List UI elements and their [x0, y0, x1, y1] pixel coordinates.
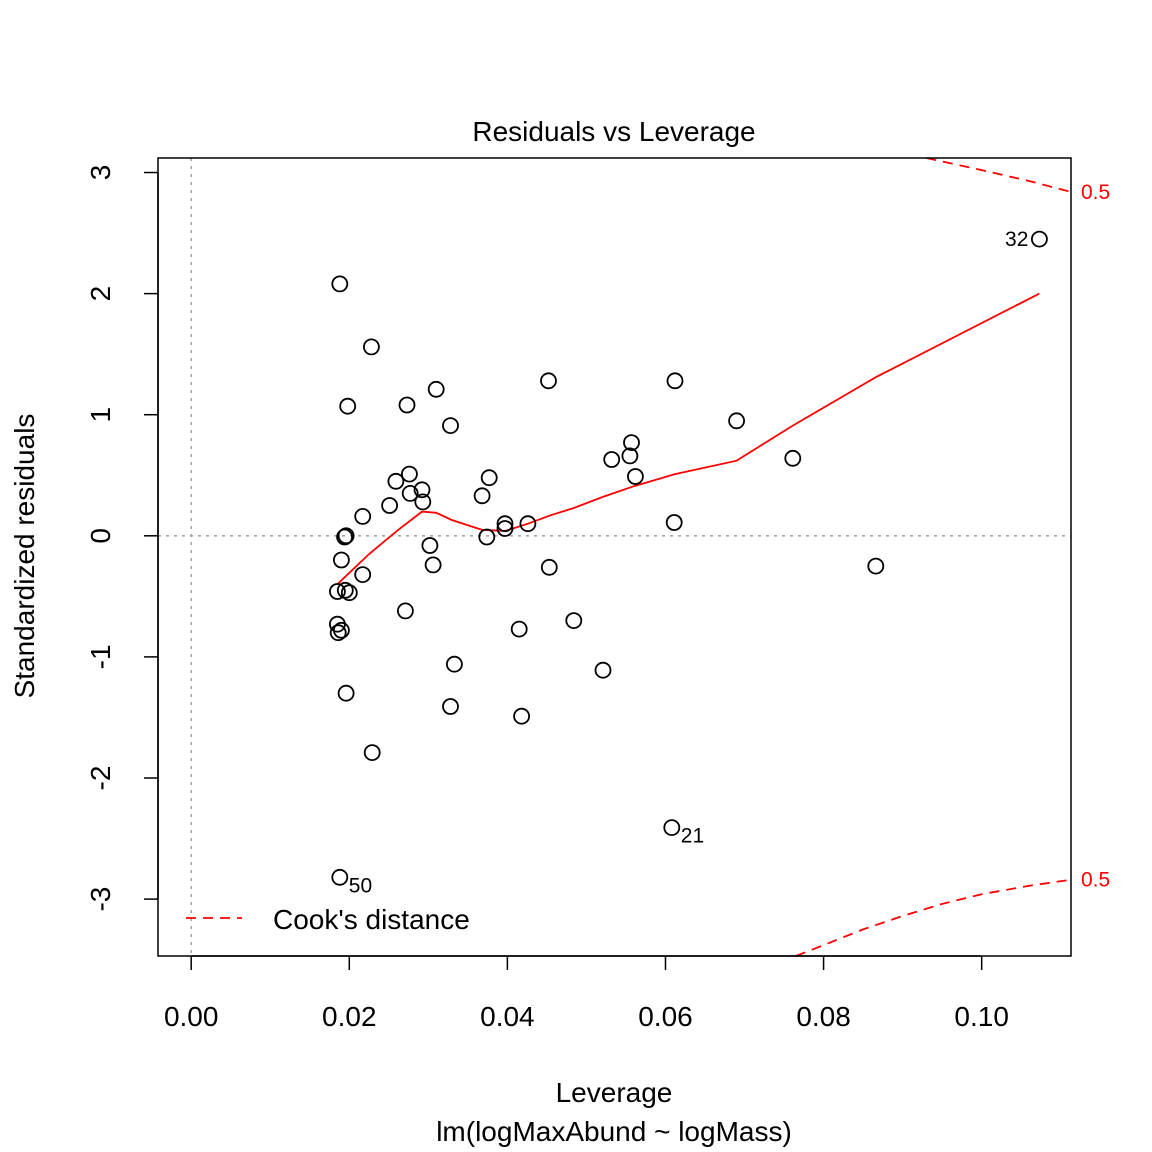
data-point: [387, 472, 405, 490]
x-axis-label: Leverage: [556, 1077, 673, 1108]
data-point: [396, 602, 414, 620]
legend: Cook's distance: [186, 904, 470, 935]
y-tick-label: -1: [85, 644, 116, 669]
data-point: [565, 612, 583, 629]
data-point: [665, 514, 683, 531]
cook-contour-upper: [926, 157, 1072, 193]
x-axis-subtitle: lm(logMaxAbund ~ logMass): [436, 1116, 792, 1147]
data-point: [540, 372, 557, 390]
data-point: [336, 581, 354, 599]
data-point: [332, 621, 350, 639]
data-point: [603, 451, 621, 468]
data-point: [627, 468, 644, 485]
x-tick-label: 0.08: [796, 1001, 851, 1032]
data-point: [363, 744, 381, 761]
data-point: [445, 655, 463, 673]
data-point: [442, 417, 459, 435]
data-point: [540, 558, 558, 576]
data-point: [666, 372, 684, 390]
y-tick-label: 3: [85, 165, 116, 181]
points-group: [328, 230, 1048, 886]
cook-distance-contours: [795, 157, 1072, 957]
cook-level-label-upper: 0.5: [1081, 181, 1110, 204]
data-point: [480, 469, 498, 487]
cook-level-labels: 0.5 0.5: [1081, 181, 1110, 892]
x-tick-label: 0.04: [480, 1001, 535, 1032]
data-point: [442, 698, 459, 715]
data-point: [784, 449, 802, 467]
point-labels-group: 32 21 50: [349, 228, 1029, 897]
y-tick-label: 0: [85, 528, 116, 544]
legend-label-cooks-distance: Cook's distance: [273, 904, 470, 935]
data-point: [331, 868, 349, 886]
data-point: [1031, 230, 1048, 248]
smooth-line: [336, 292, 1040, 585]
data-point: [413, 481, 431, 499]
data-point: [400, 465, 418, 483]
data-point: [362, 338, 380, 356]
data-point: [621, 447, 639, 465]
reference-lines: [158, 158, 1071, 956]
y-tick-label: 2: [85, 286, 116, 302]
x-tick-label: 0.06: [638, 1001, 693, 1032]
data-point: [510, 620, 528, 638]
y-axis: -3 -2 -1 0 1 2 3: [85, 165, 159, 912]
x-tick-label: 0.10: [954, 1001, 1009, 1032]
data-point: [329, 624, 347, 642]
data-point: [496, 520, 514, 537]
data-point: [337, 684, 355, 702]
chart-title: Residuals vs Leverage: [472, 116, 755, 147]
x-tick-label: 0.02: [322, 1001, 377, 1032]
data-point: [427, 380, 445, 398]
point-label-50: 50: [349, 874, 372, 897]
point-label-21: 21: [681, 825, 704, 848]
data-point: [867, 557, 885, 575]
data-point: [496, 515, 514, 533]
data-point: [354, 508, 372, 525]
y-tick-label: 1: [85, 407, 116, 423]
y-tick-label: -2: [85, 766, 116, 791]
data-point: [663, 819, 681, 836]
data-point: [519, 515, 537, 533]
data-point: [594, 661, 612, 679]
x-axis: 0.00 0.02 0.04 0.06 0.08 0.10: [164, 955, 1009, 1032]
cook-contour-lower: [795, 878, 1072, 957]
data-point: [478, 528, 496, 546]
y-axis-label: Standardized residuals: [9, 414, 40, 699]
data-point: [340, 584, 358, 602]
data-point: [473, 487, 491, 505]
data-point: [337, 527, 355, 545]
data-point: [331, 275, 349, 293]
data-point: [728, 412, 745, 430]
smooth-line-group: [336, 292, 1040, 585]
data-point: [401, 484, 419, 502]
data-point: [381, 497, 399, 514]
data-point: [414, 493, 432, 511]
data-point: [332, 551, 350, 569]
data-point: [354, 566, 372, 583]
y-tick-label: -3: [85, 887, 116, 912]
data-point: [339, 397, 357, 415]
data-point: [336, 528, 354, 546]
point-label-32: 32: [1005, 228, 1028, 251]
x-tick-label: 0.00: [164, 1001, 219, 1032]
data-point: [421, 537, 439, 554]
data-point: [398, 396, 416, 414]
cook-level-label-lower: 0.5: [1081, 869, 1110, 892]
data-point: [328, 583, 346, 600]
data-point: [623, 434, 640, 452]
data-point: [513, 707, 530, 725]
data-point: [424, 556, 442, 574]
